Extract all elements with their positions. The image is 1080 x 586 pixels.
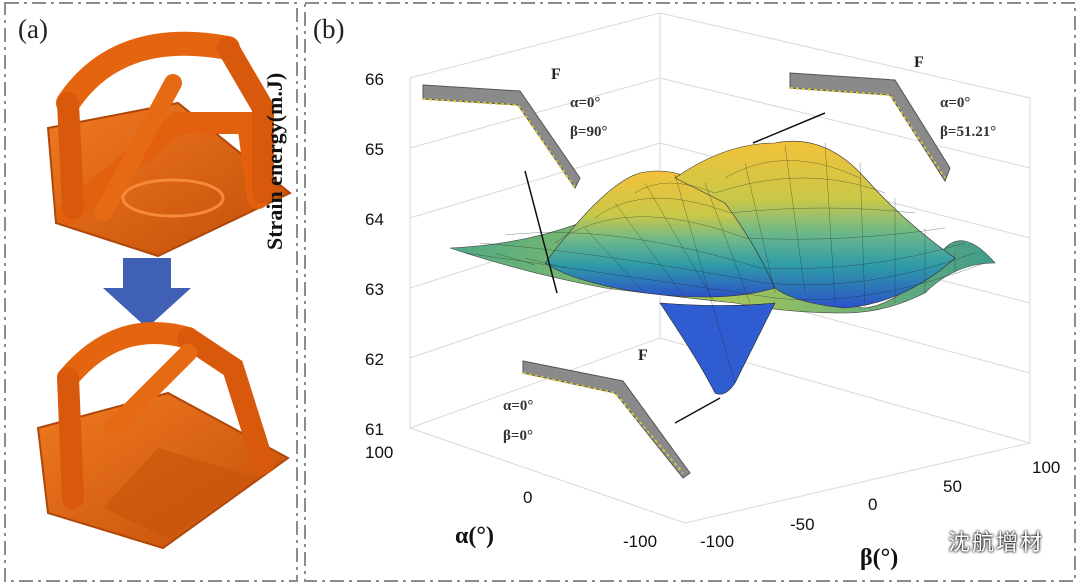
watermark: 沈航增材 — [948, 531, 1045, 556]
truss-inset-beta5121: F α=0° β=51.21° — [752, 54, 996, 183]
beta-tick-minus50: -50 — [790, 515, 815, 534]
beta-tick-50: 50 — [943, 477, 962, 496]
beta-label-2: β=51.21° — [940, 124, 996, 140]
panel-b-frame — [304, 2, 1076, 582]
truss-inset-beta0: F α=0° β=0° — [503, 347, 721, 479]
alpha-tick-minus100: -100 — [623, 532, 657, 551]
beta-axis-ticks: -100 -50 0 50 100 — [700, 458, 1060, 551]
z-tick-63: 63 — [365, 280, 384, 299]
beta-tick-minus100: -100 — [700, 532, 734, 551]
force-label-3: F — [638, 347, 648, 364]
alpha-axis-title: α(°) — [455, 523, 494, 549]
energy-surface — [449, 140, 996, 395]
optimized-part-shape — [36, 322, 290, 550]
down-arrow-icon — [103, 258, 191, 328]
panel-a-label: (a) — [18, 14, 48, 44]
z-axis-title: Strain energy(m.J) — [262, 72, 287, 250]
force-label-2: F — [914, 54, 924, 71]
alpha-label-3: α=0° — [503, 398, 533, 414]
z-tick-61: 61 — [365, 420, 384, 439]
alpha-label-1: α=0° — [570, 95, 600, 111]
alpha-tick-100: 100 — [365, 443, 393, 462]
panel-a-illustration — [36, 31, 292, 550]
beta-axis-title: β(°) — [860, 545, 899, 571]
z-tick-65: 65 — [365, 140, 384, 159]
beta-tick-0: 0 — [868, 495, 877, 514]
alpha-label-2: α=0° — [940, 95, 970, 111]
truss-inset-beta90: F α=0° β=90° — [422, 66, 607, 294]
initial-part-shape — [46, 31, 292, 258]
z-tick-64: 64 — [365, 210, 384, 229]
z-tick-66: 66 — [365, 70, 384, 89]
beta-label-3: β=0° — [503, 428, 533, 444]
beta-label-1: β=90° — [570, 124, 607, 140]
panel-a-frame — [4, 2, 298, 582]
panel-b-label: (b) — [313, 14, 345, 44]
z-tick-62: 62 — [365, 350, 384, 369]
z-axis-ticks: 66 65 64 63 62 61 — [365, 70, 384, 439]
surface-chart: 66 65 64 63 62 61 100 0 -100 -100 -50 0 … — [365, 12, 1060, 551]
force-label-1: F — [551, 66, 561, 83]
alpha-axis-ticks: 100 0 -100 — [365, 443, 657, 551]
alpha-tick-0: 0 — [523, 488, 532, 507]
beta-tick-100: 100 — [1032, 458, 1060, 477]
